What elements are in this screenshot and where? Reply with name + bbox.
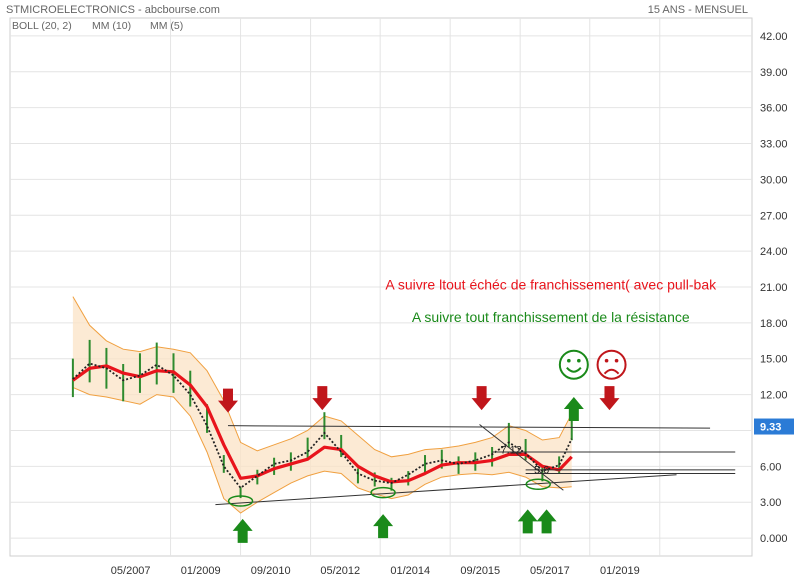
grid <box>10 18 752 556</box>
trendlines <box>215 424 736 506</box>
series-mm5 <box>72 362 573 490</box>
x-tick-label: 01/2014 <box>390 565 430 577</box>
trendline <box>227 425 711 429</box>
legend-mm10: MM (10) <box>92 20 131 32</box>
arrow-up-icon <box>373 514 394 539</box>
smiley-happy-icon <box>558 349 589 380</box>
axes: 0.0003.006.009.0012.0015.0018.0021.0024.… <box>111 31 794 577</box>
smiley-mouth <box>603 368 620 375</box>
arrow-down-icon <box>217 388 238 413</box>
smiley-eye <box>604 358 609 363</box>
arrow-up-icon <box>517 509 538 534</box>
y-tick-label: 30.00 <box>760 174 788 186</box>
series-boll-lower <box>72 386 572 514</box>
arrow-down-icon <box>471 386 492 411</box>
y-tick-label: 15.00 <box>760 354 788 366</box>
x-tick-label: 09/2010 <box>251 565 291 577</box>
last-price-badge <box>754 418 794 435</box>
y-tick-label: 0.000 <box>760 533 788 545</box>
annotation-7-12: 7.12 <box>500 444 521 456</box>
y-tick-label: 24.00 <box>760 246 788 258</box>
smiley-eye <box>567 358 571 363</box>
highlight-ellipse <box>227 495 254 507</box>
arrow-down-icon <box>599 386 620 411</box>
bollinger-fill <box>72 296 572 513</box>
arrow-down-icon <box>312 386 333 411</box>
annotation-marks: A suivre ltout échéc de franchissement( … <box>217 277 717 543</box>
smiley-eye <box>614 358 619 363</box>
legend-mm5: MM (5) <box>150 20 183 32</box>
smiley-sad-icon <box>596 349 627 380</box>
last-price-label: 9.33 <box>760 422 781 434</box>
y-tick-label: 3.00 <box>760 497 781 509</box>
y-tick-label: 27.00 <box>760 210 788 222</box>
x-tick-label: 09/2015 <box>460 565 500 577</box>
y-tick-label: 42.00 <box>760 31 788 43</box>
arrow-up-icon <box>563 396 584 421</box>
smiley-eye <box>577 358 581 363</box>
y-tick-label: 39.00 <box>760 67 788 79</box>
annotation-5-6: 5.6 <box>534 465 549 477</box>
y-tick-label: 21.00 <box>760 282 788 294</box>
series-layer <box>71 296 573 514</box>
x-tick-label: 01/2019 <box>600 565 640 577</box>
smiley-mouth <box>566 367 582 373</box>
highlight-ellipse <box>370 486 396 499</box>
trendline <box>215 474 677 506</box>
highlight-ellipse <box>525 478 551 491</box>
annotation-a-suivre-ltout-ch-c-de-franchi: A suivre ltout échéc de franchissement( … <box>385 277 717 293</box>
y-tick-label: 33.00 <box>760 139 788 151</box>
annotation-a-suivre-tout-franchissement-d: A suivre tout franchissement de la résis… <box>412 309 690 325</box>
legend-boll: BOLL (20, 2) <box>12 20 72 32</box>
y-tick-label: 18.00 <box>760 318 788 330</box>
x-tick-label: 05/2007 <box>111 565 151 577</box>
arrow-up-icon <box>232 518 253 543</box>
series-mm10 <box>71 364 573 484</box>
x-tick-label: 05/2017 <box>530 565 570 577</box>
chart-title: STMICROELECTRONICS - abcbourse.com <box>6 4 220 16</box>
y-tick-label: 36.00 <box>760 103 788 115</box>
x-tick-label: 05/2012 <box>320 565 360 577</box>
y-tick-label: 12.00 <box>760 390 788 402</box>
arrow-up-icon <box>536 509 557 534</box>
bollinger-band <box>72 296 572 513</box>
trendline <box>479 424 564 491</box>
y-tick-label: 6.00 <box>760 461 781 473</box>
chart-period: 15 ANS - MENSUEL <box>648 4 748 16</box>
x-tick-label: 01/2009 <box>181 565 221 577</box>
